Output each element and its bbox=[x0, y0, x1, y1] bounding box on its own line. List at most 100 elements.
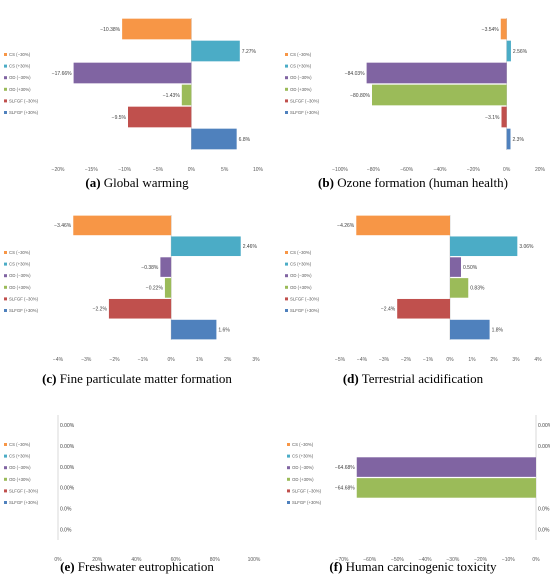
legend-label-1: CS (−30%) bbox=[290, 52, 312, 57]
legend-swatch-1 bbox=[4, 53, 7, 56]
legend-swatch-6 bbox=[287, 501, 290, 504]
x-tick-label: −40% bbox=[434, 167, 447, 173]
x-tick-label: 60% bbox=[171, 557, 182, 563]
legend-label-6: SLFGF (+30%) bbox=[9, 500, 39, 505]
bar-5 bbox=[128, 106, 192, 128]
legend-label-3: OD (−30%) bbox=[290, 75, 312, 80]
legend-label-1: CS (−30%) bbox=[9, 52, 31, 57]
data-label-5: −3.1% bbox=[485, 115, 500, 121]
legend-swatch-2 bbox=[4, 454, 7, 458]
x-tick-label: −80% bbox=[367, 167, 380, 173]
legend-swatch-5 bbox=[285, 99, 288, 103]
legend-label-3: OD (−30%) bbox=[9, 75, 31, 80]
legend-swatch-4 bbox=[285, 285, 288, 289]
caption-text: Ozone formation (human health) bbox=[334, 175, 508, 190]
bar-2 bbox=[171, 236, 241, 257]
legend-label-6: SLFGF (+30%) bbox=[290, 110, 320, 115]
data-label-1: −4.26% bbox=[337, 223, 355, 229]
legend-swatch-6 bbox=[4, 111, 7, 114]
data-label-4: −1.43% bbox=[163, 93, 181, 99]
x-tick-label: 0% bbox=[503, 167, 511, 173]
legend-swatch-1 bbox=[4, 251, 7, 254]
x-tick-label: −10% bbox=[502, 557, 515, 563]
x-tick-label: −70% bbox=[336, 557, 349, 563]
x-tick-label: 5% bbox=[221, 167, 229, 173]
caption-letter: (e) bbox=[60, 559, 74, 574]
x-tick-label: −60% bbox=[363, 557, 376, 563]
x-tick-label: 0% bbox=[54, 557, 62, 563]
legend-swatch-1 bbox=[285, 53, 288, 56]
x-tick-label: −4% bbox=[357, 357, 368, 363]
legend-swatch-2 bbox=[285, 64, 288, 68]
caption-letter: (c) bbox=[42, 371, 56, 386]
legend-label-5: SLFGF (−30%) bbox=[9, 98, 39, 103]
data-label-3: −84.03% bbox=[345, 71, 365, 77]
legend-label-3: OD (−30%) bbox=[292, 465, 314, 470]
x-tick-label: −20% bbox=[474, 557, 487, 563]
legend-swatch-3 bbox=[287, 466, 290, 470]
data-label-4: −80.80% bbox=[350, 93, 370, 99]
data-label-3: −0.38% bbox=[141, 265, 159, 271]
data-label-2: 2.56% bbox=[513, 49, 528, 55]
data-label-5: −2.2% bbox=[93, 307, 108, 313]
legend-swatch-4 bbox=[4, 87, 7, 91]
x-tick-label: 0% bbox=[446, 357, 454, 363]
data-label-5: −2.4% bbox=[381, 307, 396, 313]
bar-2 bbox=[450, 236, 518, 257]
legend-swatch-5 bbox=[285, 297, 288, 301]
chart-panel-2: −3.54% 2.56% −84.03% −80.80% −3.1% 2.3% −100% −… bbox=[285, 18, 546, 190]
x-tick-label: −5% bbox=[153, 167, 164, 173]
chart-panel-1: −10.38% 7.27% −17.66% −1.43% −9.5% 6.8% −20% −1… bbox=[4, 18, 264, 190]
data-label-6: 0.0% bbox=[60, 527, 72, 533]
x-tick-label: 100% bbox=[248, 557, 261, 563]
data-label-4: 0.83% bbox=[470, 286, 485, 292]
x-tick-label: 20% bbox=[92, 557, 103, 563]
data-label-5: 0.0% bbox=[538, 507, 550, 513]
bar-4 bbox=[181, 84, 192, 106]
legend-swatch-6 bbox=[4, 309, 7, 312]
data-label-4: 0.00% bbox=[60, 486, 75, 492]
legend-swatch-2 bbox=[287, 454, 290, 458]
legend-label-2: CS (+30%) bbox=[9, 262, 31, 267]
legend-swatch-3 bbox=[4, 466, 7, 470]
data-label-6: 1.6% bbox=[218, 327, 230, 333]
legend-label-5: SLFGF (−30%) bbox=[9, 488, 39, 493]
bar-4 bbox=[356, 478, 536, 498]
panel-caption: (f) Human carcinogenic toxicity bbox=[329, 559, 497, 574]
legend-swatch-1 bbox=[285, 251, 288, 254]
data-label-5: 0.0% bbox=[60, 507, 72, 513]
bar-4 bbox=[450, 278, 469, 298]
bar-1 bbox=[73, 215, 172, 236]
legend-swatch-6 bbox=[285, 111, 288, 114]
legend-swatch-4 bbox=[4, 477, 7, 481]
legend-label-4: OD (+30%) bbox=[9, 477, 31, 482]
legend-swatch-2 bbox=[285, 262, 288, 266]
legend-label-5: SLFGF (−30%) bbox=[290, 296, 320, 301]
data-label-6: 1.8% bbox=[492, 327, 504, 333]
bar-6 bbox=[506, 128, 511, 150]
x-tick-label: 1% bbox=[468, 357, 476, 363]
x-tick-label: −1% bbox=[138, 357, 149, 363]
legend-label-3: OD (−30%) bbox=[290, 273, 312, 278]
caption-text: Freshwater eutrophication bbox=[75, 559, 215, 574]
bar-3 bbox=[160, 257, 172, 277]
legend-label-2: CS (+30%) bbox=[9, 64, 31, 69]
panel-caption: (c) Fine particulate matter formation bbox=[42, 371, 232, 386]
legend-label-1: CS (−30%) bbox=[9, 442, 31, 447]
x-tick-label: −100% bbox=[332, 167, 348, 173]
legend-label-2: CS (+30%) bbox=[290, 262, 312, 267]
legend-swatch-4 bbox=[287, 477, 290, 481]
data-label-4: −64.68% bbox=[335, 486, 355, 492]
chart-panel-4: −4.26% 3.06% 0.50% 0.83% −2.4% 1.8% −5% −4% −3% −… bbox=[285, 215, 542, 386]
data-label-3: −64.68% bbox=[335, 465, 355, 471]
x-tick-label: 80% bbox=[210, 557, 221, 563]
legend-swatch-5 bbox=[287, 489, 290, 493]
data-label-6: 0.0% bbox=[538, 527, 550, 533]
bar-6 bbox=[450, 319, 490, 340]
x-tick-label: −3% bbox=[81, 357, 92, 363]
data-label-5: −9.5% bbox=[112, 115, 127, 121]
legend-swatch-2 bbox=[4, 262, 7, 266]
legend-label-4: OD (+30%) bbox=[9, 87, 31, 92]
x-tick-label: −1% bbox=[423, 357, 434, 363]
